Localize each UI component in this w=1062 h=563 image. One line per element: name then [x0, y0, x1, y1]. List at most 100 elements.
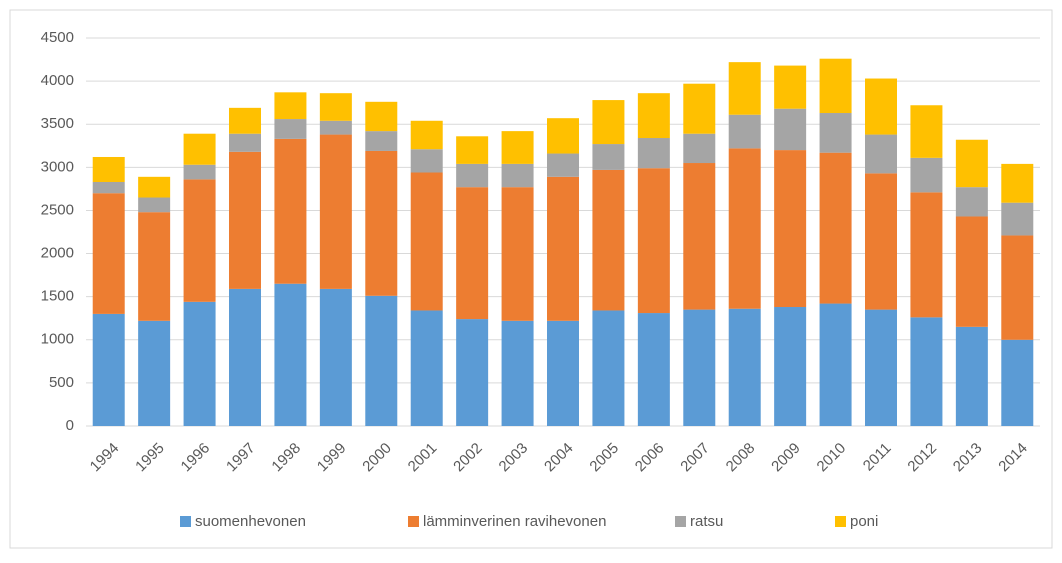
y-tick-label: 4000: [41, 72, 74, 89]
bar: [365, 131, 398, 151]
y-tick-label: 500: [49, 374, 74, 391]
bar: [1001, 202, 1034, 236]
bar: [910, 317, 943, 426]
bar: [592, 169, 625, 311]
y-tick-label: 1000: [41, 331, 74, 348]
bar: [865, 78, 897, 135]
bar: [637, 138, 670, 169]
bar: [92, 313, 125, 426]
y-tick-label: 2500: [41, 201, 74, 218]
bar: [183, 179, 216, 302]
bar: [92, 156, 125, 182]
bar: [319, 134, 352, 289]
bar: [547, 320, 579, 426]
bar: [319, 120, 352, 135]
y-tick-label: 2000: [41, 245, 74, 262]
bar: [365, 101, 398, 132]
bar: [774, 65, 807, 109]
bar: [138, 320, 171, 426]
bar: [955, 216, 988, 327]
legend-label: suomenhevonen: [195, 513, 306, 530]
bar: [637, 168, 670, 314]
y-tick-label: 1500: [41, 288, 74, 305]
bar: [365, 150, 398, 296]
bar: [728, 114, 761, 149]
bar: [183, 133, 216, 165]
bar: [501, 320, 534, 426]
bar: [683, 309, 716, 426]
bar: [365, 295, 398, 426]
bar: [1001, 235, 1034, 340]
bar: [819, 152, 852, 304]
legend-swatch: [675, 516, 686, 527]
bar: [637, 93, 670, 139]
bar: [728, 308, 761, 426]
bar: [955, 326, 988, 426]
bar: [456, 163, 489, 188]
bar: [410, 310, 443, 426]
bar: [547, 153, 579, 177]
bar: [637, 313, 670, 426]
bar: [501, 163, 534, 188]
bar: [229, 288, 261, 426]
bar: [683, 163, 716, 310]
bar: [501, 187, 534, 321]
bar: [955, 139, 988, 188]
bar: [229, 133, 261, 152]
bar: [183, 301, 216, 426]
y-tick-label: 0: [66, 417, 74, 434]
bar: [728, 148, 761, 309]
bar: [92, 181, 125, 194]
bar: [274, 283, 307, 426]
legend-label: lämminverinen ravihevonen: [423, 513, 606, 530]
bar: [819, 58, 852, 114]
bar: [955, 187, 988, 217]
bar: [229, 107, 261, 134]
bar: [319, 288, 352, 426]
bar: [683, 83, 716, 134]
legend-swatch: [835, 516, 846, 527]
bar: [274, 138, 307, 284]
bar: [229, 151, 261, 289]
bar: [865, 134, 897, 174]
bar: [410, 120, 443, 150]
bar: [138, 212, 171, 321]
bar: [274, 119, 307, 139]
bar: [274, 92, 307, 120]
bar: [1001, 339, 1034, 426]
bar: [592, 310, 625, 426]
bar: [865, 309, 897, 426]
bar: [774, 307, 807, 426]
legend-swatch: [408, 516, 419, 527]
bar: [819, 113, 852, 153]
bar: [138, 197, 171, 213]
bar: [319, 93, 352, 121]
bar: [592, 100, 625, 145]
y-tick-label: 3000: [41, 158, 74, 175]
y-tick-label: 4500: [41, 29, 74, 46]
bar: [456, 319, 489, 426]
bar: [456, 187, 489, 320]
bar: [774, 150, 807, 308]
y-tick-label: 3500: [41, 115, 74, 132]
bar: [819, 303, 852, 426]
bar: [910, 192, 943, 318]
bar: [1001, 163, 1034, 203]
bar: [592, 144, 625, 170]
bar: [501, 131, 534, 164]
bar: [547, 176, 579, 321]
bar: [92, 193, 125, 314]
bar: [183, 164, 216, 180]
bar: [865, 173, 897, 310]
bar: [138, 176, 171, 198]
bar: [456, 136, 489, 164]
legend-label: ratsu: [690, 513, 723, 530]
bar: [410, 172, 443, 311]
legend-label: poni: [850, 513, 878, 530]
bar: [910, 157, 943, 193]
bar: [547, 118, 579, 154]
bar: [410, 149, 443, 173]
bar: [728, 62, 761, 115]
bar: [910, 105, 943, 158]
